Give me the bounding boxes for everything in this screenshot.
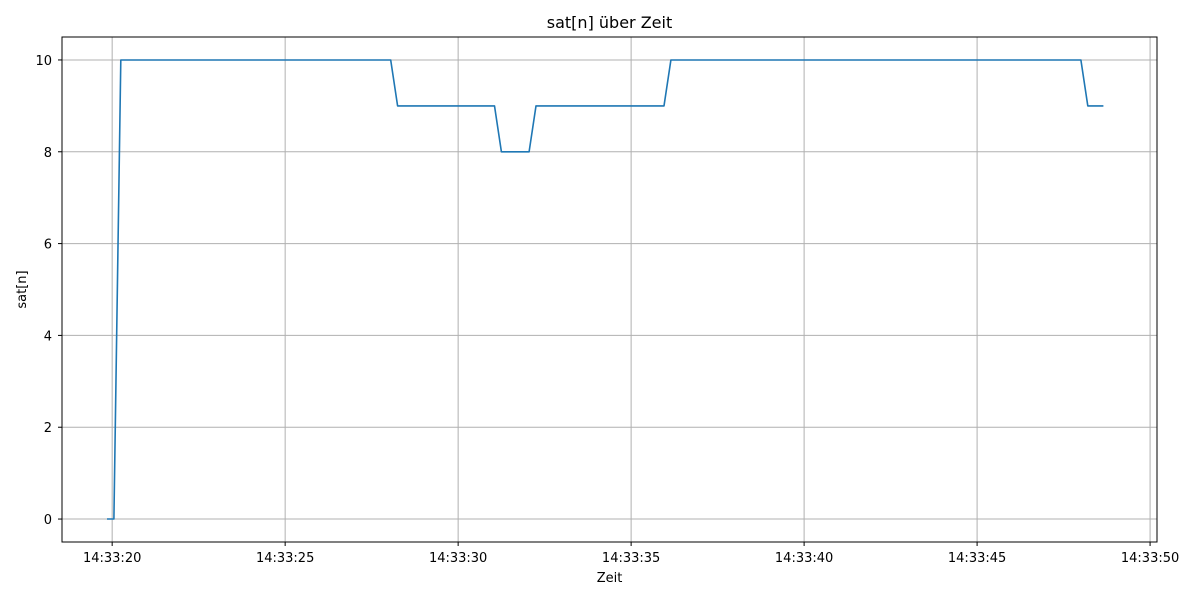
x-tick-label: 14:33:35: [602, 551, 660, 566]
x-tick-label: 14:33:25: [256, 551, 314, 566]
y-axis: 0 2 4 6 8 10: [35, 54, 62, 528]
x-tick-label: 14:33:40: [775, 551, 833, 566]
y-tick-label: 4: [44, 329, 52, 344]
series-layer: [107, 59, 1104, 520]
x-axis-label: Zeit: [597, 571, 623, 586]
y-tick-label: 0: [44, 513, 52, 528]
y-tick-label: 2: [44, 421, 52, 436]
y-tick-label: 8: [44, 146, 52, 161]
y-axis-label: sat[n]: [15, 270, 30, 308]
x-tick-label: 14:33:45: [948, 551, 1006, 566]
y-tick-label: 6: [44, 238, 52, 253]
x-tick-label: 14:33:30: [429, 551, 487, 566]
chart-title: sat[n] über Zeit: [547, 13, 672, 32]
x-tick-label: 14:33:20: [83, 551, 141, 566]
x-tick-label: 14:33:50: [1121, 551, 1179, 566]
x-axis: 14:33:20 14:33:25 14:33:30 14:33:35 14:33:40…: [83, 542, 1179, 566]
y-tick-label: 10: [35, 54, 52, 69]
plot-frame: [61, 36, 1158, 543]
series-line-0: [107, 59, 1104, 520]
